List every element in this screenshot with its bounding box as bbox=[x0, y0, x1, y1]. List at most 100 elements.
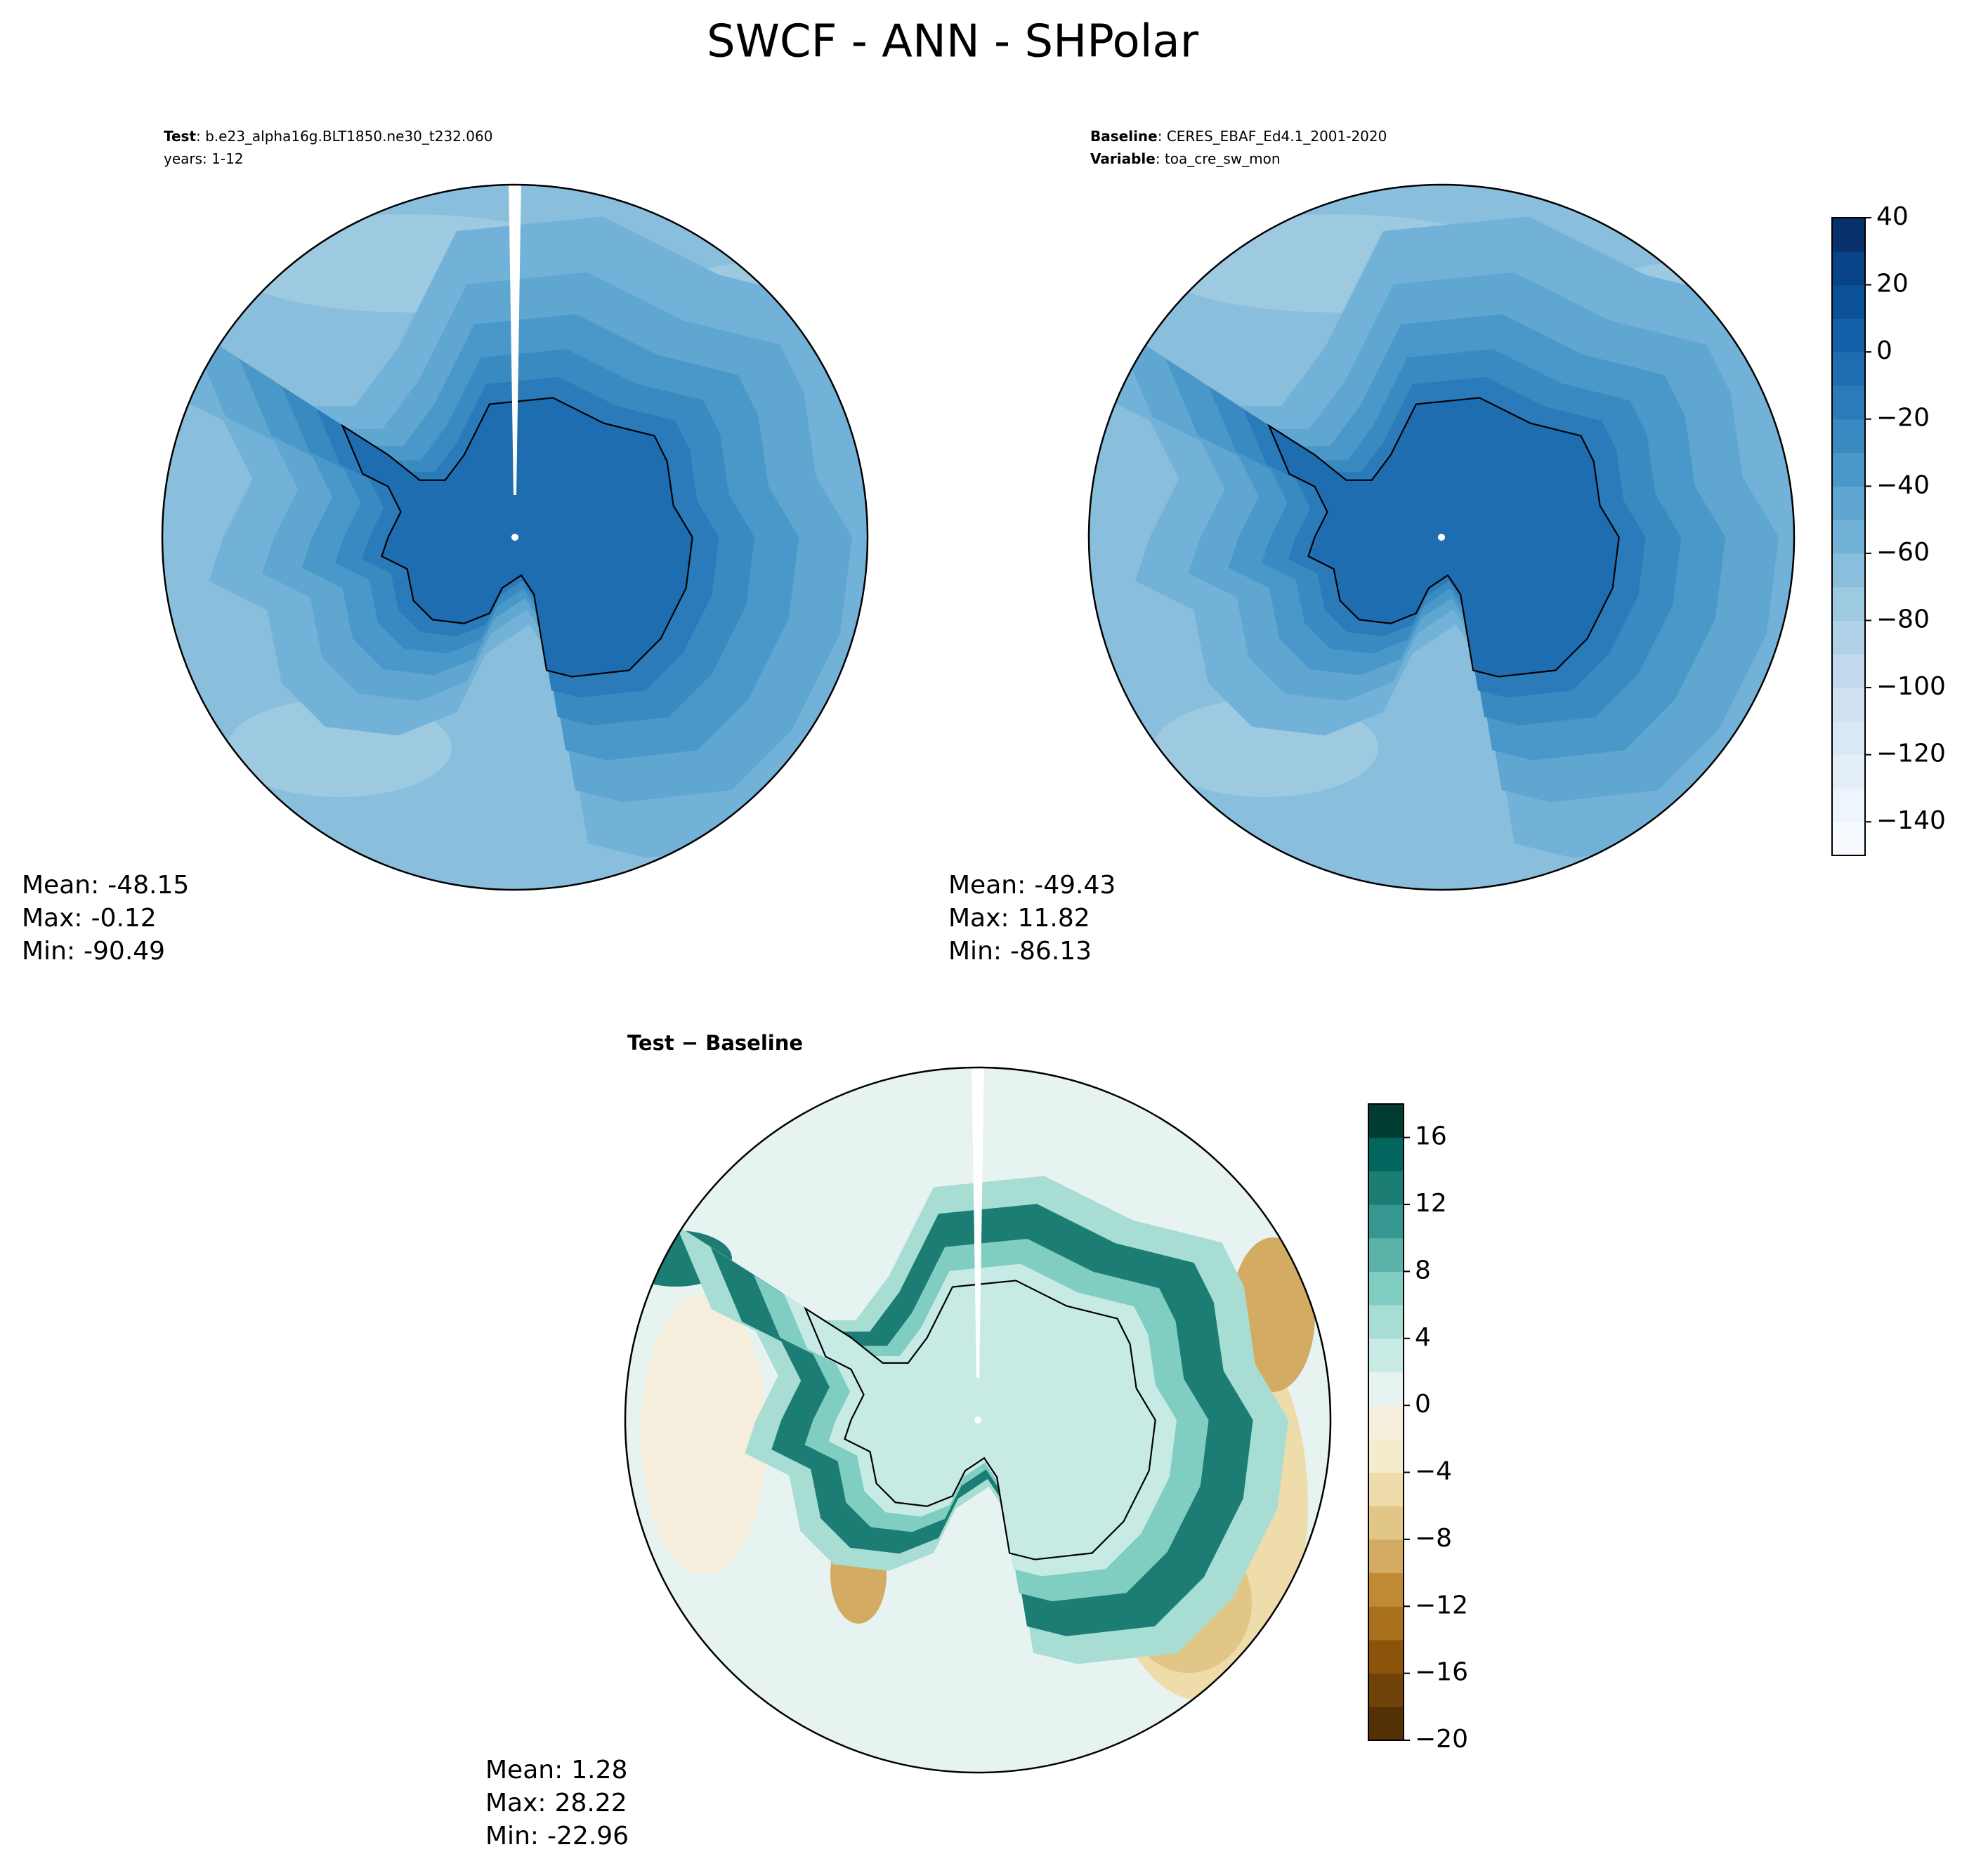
stat-value: -48.15 bbox=[107, 871, 189, 900]
colorbar-tick-label: 12 bbox=[1415, 1189, 1447, 1218]
stat-line: Mean: -49.43 bbox=[948, 871, 1116, 900]
stat-label: Min: bbox=[22, 937, 75, 966]
colorbar-band bbox=[1832, 654, 1865, 688]
colorbar-band bbox=[1368, 1673, 1404, 1707]
colorbar-band bbox=[1832, 822, 1865, 856]
pole-marker bbox=[511, 534, 518, 541]
panel-header: Test: b.e23_alpha16g.BLT1850.ne30_t232.0… bbox=[164, 128, 492, 145]
colorbar-band bbox=[1368, 1506, 1404, 1540]
pole-marker bbox=[974, 1417, 981, 1424]
figure-title: SWCF - ANN - SHPolar bbox=[707, 16, 1199, 68]
stat-label: Mean: bbox=[948, 871, 1026, 900]
colorbar-tick-label: 20 bbox=[1876, 270, 1909, 298]
header-key: Baseline bbox=[1090, 128, 1158, 145]
header-text: years: 1-12 bbox=[164, 150, 244, 167]
colorbar-band bbox=[1832, 218, 1865, 252]
header-text: : toa_cre_sw_mon bbox=[1156, 150, 1281, 167]
panel-header: years: 1-12 bbox=[164, 150, 244, 167]
stat-label: Mean: bbox=[22, 871, 99, 900]
stat-line: Max: -0.12 bbox=[22, 904, 157, 933]
stat-value: -22.96 bbox=[547, 1822, 629, 1851]
colorbar-band bbox=[1832, 520, 1865, 554]
colorbar-band bbox=[1832, 486, 1865, 520]
colorbar-band bbox=[1368, 1438, 1404, 1473]
stat-value: -0.12 bbox=[91, 904, 157, 933]
colorbar-tick-label: −120 bbox=[1876, 740, 1946, 768]
colorbar-band bbox=[1832, 586, 1865, 621]
panel-header: Baseline: CERES_EBAF_Ed4.1_2001-2020 bbox=[1090, 128, 1387, 145]
missing-data-stripe bbox=[972, 1067, 984, 1378]
stat-label: Max: bbox=[22, 904, 83, 933]
colorbar-tick-label: −20 bbox=[1876, 404, 1930, 433]
colorbar-band bbox=[1832, 788, 1865, 822]
colorbar-band bbox=[1368, 1707, 1404, 1741]
colorbar-tick-label: −60 bbox=[1876, 538, 1930, 567]
colorbar-band bbox=[1368, 1405, 1404, 1440]
stat-label: Max: bbox=[948, 904, 1009, 933]
stat-label: Min: bbox=[485, 1822, 539, 1851]
colorbar-tick-label: −20 bbox=[1415, 1725, 1468, 1754]
colorbar-tick-label: −8 bbox=[1415, 1524, 1452, 1553]
map-border bbox=[1087, 183, 1796, 891]
panel-header: Test − Baseline bbox=[627, 1031, 803, 1055]
colorbar-band bbox=[1368, 1639, 1404, 1674]
header-key: Test − Baseline bbox=[627, 1031, 803, 1055]
colorbar-tick-label: 4 bbox=[1415, 1323, 1431, 1352]
stat-line: Min: -90.49 bbox=[22, 937, 165, 966]
stat-value: -49.43 bbox=[1034, 871, 1116, 900]
colorbar-band bbox=[1368, 1271, 1404, 1306]
colorbar-band bbox=[1832, 754, 1865, 789]
colorbar-band bbox=[1832, 284, 1865, 319]
stat-value: 28.22 bbox=[555, 1789, 627, 1818]
colorbar-band bbox=[1832, 318, 1865, 353]
colorbar-band bbox=[1832, 419, 1865, 454]
colorbar-band bbox=[1832, 553, 1865, 588]
colorbar-band bbox=[1368, 1539, 1404, 1574]
map bbox=[162, 185, 868, 890]
stat-value: -86.13 bbox=[1010, 937, 1092, 966]
colorbar-band bbox=[1368, 1137, 1404, 1171]
colorbar-band bbox=[1832, 688, 1865, 722]
colorbar-frame bbox=[1368, 1103, 1404, 1741]
map bbox=[625, 1067, 1330, 1773]
panel-header: Variable: toa_cre_sw_mon bbox=[1090, 150, 1281, 167]
stat-line: Min: -22.96 bbox=[485, 1822, 629, 1851]
colorbar-tick-label: 8 bbox=[1415, 1256, 1431, 1284]
map bbox=[1089, 185, 1794, 890]
pole-marker bbox=[1438, 534, 1445, 541]
colorbar-band bbox=[1368, 1606, 1404, 1641]
colorbar-band bbox=[1368, 1305, 1404, 1339]
colorbar-band bbox=[1832, 620, 1865, 655]
map-border bbox=[624, 1066, 1332, 1774]
colorbar-tick-label: −4 bbox=[1415, 1457, 1452, 1486]
colorbar-tick-label: −100 bbox=[1876, 672, 1946, 701]
colorbar-band bbox=[1832, 352, 1865, 386]
colorbar-band bbox=[1368, 1338, 1404, 1372]
stat-line: Max: 28.22 bbox=[485, 1789, 627, 1818]
map-border bbox=[161, 183, 869, 891]
colorbar-tick-label: 0 bbox=[1415, 1390, 1431, 1419]
colorbar-band bbox=[1832, 452, 1865, 487]
colorbar-tick-label: −16 bbox=[1415, 1658, 1468, 1687]
colorbar-band bbox=[1368, 1204, 1404, 1239]
contour-region bbox=[641, 1294, 767, 1575]
colorbar-band bbox=[1832, 721, 1865, 756]
stat-value: -90.49 bbox=[84, 937, 165, 966]
stat-value: 11.82 bbox=[1018, 904, 1090, 933]
colorbar-band bbox=[1832, 251, 1865, 286]
colorbar-frame bbox=[1831, 217, 1866, 856]
colorbar-tick-label: 16 bbox=[1415, 1122, 1447, 1151]
colorbar-band bbox=[1368, 1171, 1404, 1205]
colorbar-band bbox=[1368, 1372, 1404, 1406]
header-text: : b.e23_alpha16g.BLT1850.ne30_t232.060 bbox=[196, 128, 492, 145]
stat-value: 1.28 bbox=[571, 1756, 627, 1785]
colorbar-band bbox=[1368, 1104, 1404, 1138]
colorbar-band bbox=[1368, 1237, 1404, 1272]
stat-line: Mean: 1.28 bbox=[485, 1756, 627, 1785]
header-key: Test bbox=[164, 128, 196, 145]
colorbar-tick-label: −80 bbox=[1876, 605, 1930, 633]
colorbar-tick-label: −140 bbox=[1876, 806, 1946, 835]
colorbar-tick-label: 40 bbox=[1876, 202, 1909, 231]
